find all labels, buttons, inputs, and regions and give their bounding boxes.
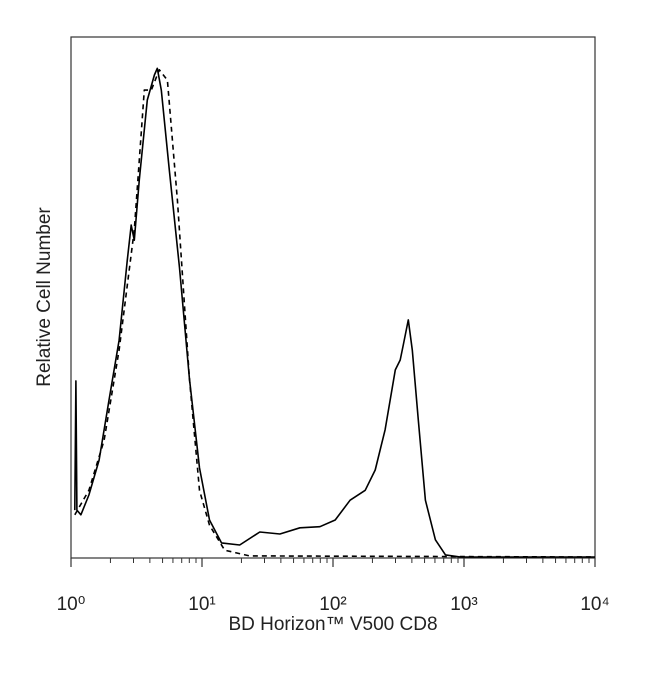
series-line [74,67,595,558]
x-tick-label: 10³ [450,594,477,615]
x-tick-label: 10⁰ [57,594,86,615]
x-axis-label: BD Horizon™ V500 CD8 [228,614,437,635]
x-tick-label: 10² [319,594,346,615]
series-line [74,69,596,558]
y-axis-label: Relative Cell Number [34,207,55,387]
x-tick-label: 10⁴ [580,594,609,615]
x-tick-label: 10¹ [188,594,215,615]
